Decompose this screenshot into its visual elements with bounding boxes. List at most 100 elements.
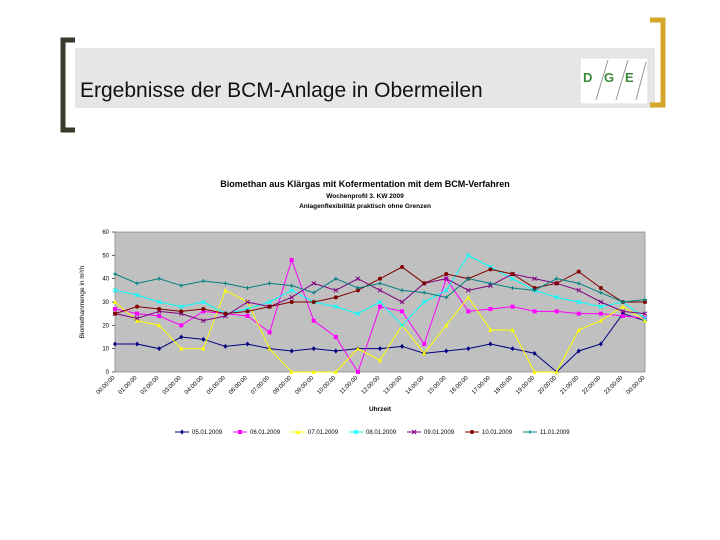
marker — [576, 348, 581, 354]
series — [113, 272, 647, 304]
marker — [488, 341, 493, 347]
marker — [311, 290, 316, 295]
marker — [267, 346, 272, 351]
x-tick-label: 09:00:00 — [294, 375, 315, 396]
y-tick-label: 60 — [102, 230, 109, 236]
logo-stroke — [615, 59, 629, 101]
x-tick-label: 14:00:00 — [405, 375, 426, 396]
marker — [333, 348, 338, 354]
marker — [510, 346, 515, 352]
marker — [135, 341, 140, 347]
marker — [465, 287, 471, 293]
marker — [576, 281, 581, 286]
marker — [289, 283, 294, 288]
marker — [289, 348, 294, 354]
x-tick-label: 00:00:00 — [626, 375, 647, 396]
marker — [135, 304, 140, 309]
marker — [201, 346, 206, 351]
marker — [378, 281, 382, 286]
marker — [576, 287, 582, 293]
marker — [620, 304, 625, 309]
x-tick-label: 11:00:00 — [339, 375, 360, 396]
logo-letter: D — [583, 70, 592, 85]
marker — [488, 281, 493, 286]
x-tick-label: 19:00:00 — [515, 375, 536, 396]
marker — [333, 335, 338, 339]
marker — [238, 430, 242, 434]
marker — [643, 300, 647, 304]
marker — [289, 287, 295, 293]
marker — [377, 287, 383, 293]
marker — [201, 336, 206, 342]
marker — [311, 369, 316, 374]
right-bracket — [650, 17, 666, 108]
marker — [576, 327, 581, 332]
marker — [488, 327, 493, 332]
marker — [598, 304, 604, 310]
marker — [510, 327, 515, 332]
marker — [620, 314, 625, 318]
x-tick-label: 15:00:00 — [427, 375, 448, 396]
marker — [355, 311, 361, 317]
logo-stroke — [595, 59, 609, 101]
series — [113, 265, 647, 316]
marker — [488, 307, 493, 311]
marker — [113, 299, 117, 304]
marker — [576, 311, 581, 316]
legend-label: 11.01.2009 — [540, 430, 570, 436]
marker — [245, 286, 250, 290]
legend-label: 09.01.2009 — [424, 430, 455, 436]
marker — [113, 307, 117, 311]
y-tick-label: 50 — [102, 253, 109, 259]
marker — [134, 292, 140, 298]
marker — [598, 318, 603, 323]
marker — [400, 309, 405, 314]
marker — [532, 369, 537, 374]
y-tick-label: 20 — [102, 323, 109, 329]
legend-label: 06.01.2009 — [250, 430, 281, 436]
marker — [353, 429, 359, 435]
x-tick-label: 04:00:00 — [184, 375, 205, 396]
marker — [267, 299, 272, 305]
marker — [223, 311, 228, 316]
x-tick-label: 12:00:00 — [361, 375, 382, 396]
marker — [201, 279, 206, 283]
marker — [532, 276, 537, 282]
marker — [179, 346, 184, 351]
marker — [642, 311, 648, 317]
marker — [135, 318, 140, 323]
x-tick-label: 06:00:00 — [228, 375, 249, 396]
marker — [422, 350, 427, 356]
marker — [528, 430, 532, 434]
marker — [554, 281, 559, 286]
marker — [157, 346, 162, 352]
marker — [311, 346, 316, 352]
x-tick-label: 17:00:00 — [471, 375, 492, 396]
y-tick-label: 30 — [102, 300, 109, 306]
marker — [598, 299, 604, 305]
x-tick-label: 01:00:00 — [118, 375, 139, 396]
marker — [134, 315, 140, 321]
marker — [620, 308, 626, 314]
x-tick-label: 08:00:00 — [272, 375, 293, 396]
marker — [443, 287, 449, 293]
marker — [470, 430, 474, 434]
marker — [576, 299, 582, 305]
marker — [510, 304, 515, 309]
marker — [554, 276, 559, 281]
series — [113, 287, 647, 374]
marker — [598, 311, 603, 316]
marker — [421, 299, 427, 305]
legend-label: 08.01.2009 — [366, 430, 397, 436]
marker — [378, 304, 382, 309]
marker — [443, 276, 449, 282]
title-band — [75, 48, 655, 108]
logo-letter: E — [625, 70, 634, 85]
marker — [178, 304, 184, 310]
marker — [112, 287, 118, 293]
marker — [466, 276, 471, 281]
marker — [598, 290, 603, 295]
marker — [179, 309, 184, 314]
marker — [355, 288, 360, 293]
